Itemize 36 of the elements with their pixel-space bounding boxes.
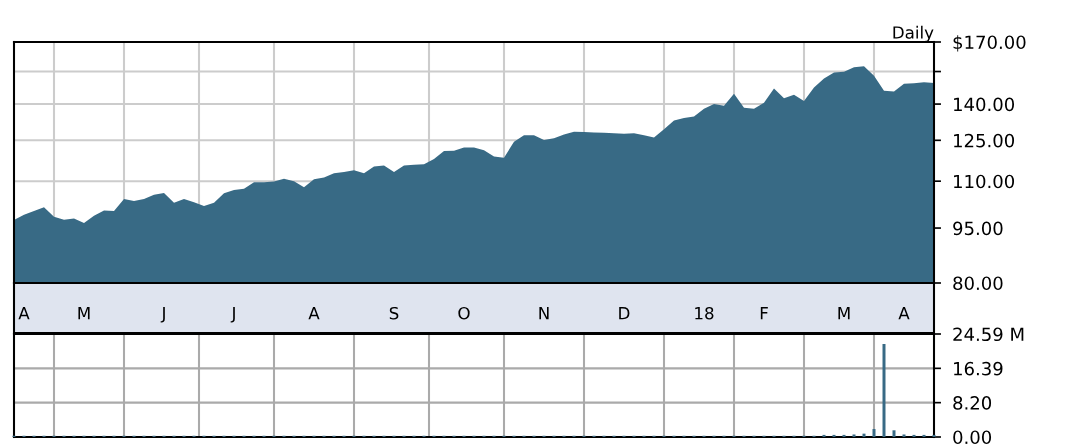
y-tick-label: $170.00 — [953, 35, 1026, 52]
y-tick-label: 95.00 — [953, 221, 1003, 236]
x-tick-label: O — [458, 306, 470, 320]
bar — [932, 434, 936, 437]
x-tick-label: 18 — [695, 306, 714, 320]
bar — [822, 434, 826, 437]
x-tick-label: M — [78, 307, 90, 320]
bar — [892, 430, 896, 437]
bar — [912, 434, 916, 437]
bar — [922, 434, 926, 437]
x-tick-label: M — [838, 307, 850, 320]
x-tick-label: F — [760, 307, 768, 320]
bar — [902, 434, 906, 437]
bar — [872, 429, 876, 437]
x-tick-label: J — [160, 307, 165, 323]
bar — [882, 344, 886, 437]
bar — [852, 434, 856, 437]
bar — [832, 434, 836, 437]
y-tick-label: 16.39 — [954, 361, 1003, 376]
x-tick-label: S — [389, 306, 399, 320]
bar — [862, 433, 866, 437]
y-tick-label: 125.00 — [954, 133, 1015, 148]
y-tick-label: 80.00 — [953, 276, 1003, 291]
y-tick-label: 24.59 M — [953, 327, 1024, 342]
x-tick-label: J — [230, 307, 235, 323]
x-tick-label: A — [898, 307, 910, 320]
x-tick-label: A — [308, 307, 320, 320]
y-tick-label: 8.20 — [953, 396, 992, 410]
bar — [842, 434, 846, 437]
y-tick-label: 110.00 — [954, 174, 1015, 189]
y-tick-label: 0.00 — [953, 430, 992, 445]
x-tick-label: D — [619, 307, 630, 320]
x-tick-label: A — [18, 307, 30, 320]
x-tick-label: N — [539, 307, 549, 320]
chart-title: Daily — [893, 25, 934, 42]
y-tick-label: 140.00 — [954, 97, 1015, 112]
